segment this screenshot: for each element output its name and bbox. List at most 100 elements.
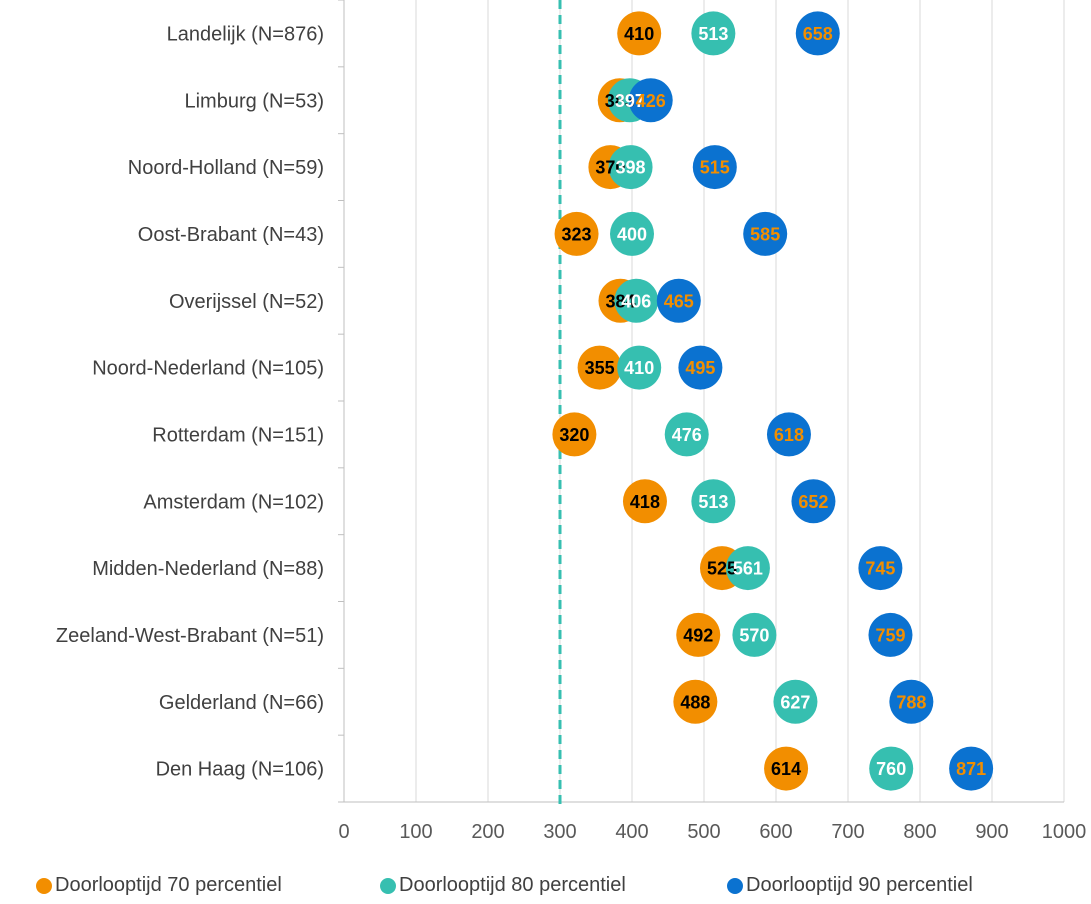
legend-item: Doorlooptijd 90 percentiel bbox=[727, 874, 973, 897]
x-tick-label: 500 bbox=[687, 821, 720, 843]
data-label-series-2: 561 bbox=[733, 559, 763, 579]
data-label-series-2: 400 bbox=[617, 224, 647, 244]
x-tick-label: 0 bbox=[338, 821, 349, 843]
legend-label: Doorlooptijd 70 percentiel bbox=[55, 874, 282, 896]
bubble-series-3 bbox=[868, 612, 913, 657]
data-label-series-2: 398 bbox=[616, 158, 646, 178]
bubble-series-2 bbox=[869, 746, 914, 791]
bubble-series-2 bbox=[610, 211, 654, 256]
data-label-series-1: 525 bbox=[707, 559, 737, 579]
bubble-series-1 bbox=[673, 679, 718, 724]
data-label-series-3: 515 bbox=[700, 158, 730, 178]
data-label-series-3: 618 bbox=[774, 425, 804, 445]
bubble-series-2 bbox=[664, 412, 709, 457]
data-label-series-3: 658 bbox=[803, 24, 833, 44]
bubble-series-2 bbox=[773, 679, 818, 724]
x-tick-label: 1000 bbox=[1042, 821, 1087, 843]
data-label-series-1: 410 bbox=[624, 24, 654, 44]
data-label-series-1: 320 bbox=[559, 425, 589, 445]
data-label-series-1: 383 bbox=[605, 91, 635, 111]
bubble-series-2 bbox=[725, 546, 770, 591]
gridlines bbox=[415, 0, 1065, 802]
bubble-series-3 bbox=[858, 546, 903, 591]
data-label-series-1: 418 bbox=[630, 492, 660, 512]
data-label-series-3: 465 bbox=[664, 291, 694, 311]
category-label: Oost-Brabant (N=43) bbox=[138, 224, 324, 246]
legend-marker bbox=[36, 877, 52, 894]
legend-item: Doorlooptijd 70 percentiel bbox=[36, 874, 282, 897]
x-tick-label: 700 bbox=[831, 821, 864, 843]
bubbles: 410 383 370 323 384 355 320 418 525 492 488 614 513 3… bbox=[552, 11, 994, 791]
data-label-series-2: 513 bbox=[698, 24, 728, 44]
bubble-series-3 bbox=[766, 412, 811, 457]
bubble-series-1 bbox=[676, 612, 721, 657]
category-label: Den Haag (N=106) bbox=[156, 759, 324, 781]
data-label-series-3: 426 bbox=[636, 91, 666, 111]
category-label: Rotterdam (N=151) bbox=[152, 424, 324, 446]
data-label-series-1: 355 bbox=[585, 358, 615, 378]
bubble-series-2 bbox=[732, 612, 777, 657]
category-label: Landelijk (N=876) bbox=[167, 23, 324, 45]
data-label-series-1: 488 bbox=[680, 692, 710, 712]
data-label-series-3: 495 bbox=[685, 358, 715, 378]
category-label: Noord-Holland (N=59) bbox=[128, 157, 324, 179]
bubble-series-3 bbox=[678, 345, 723, 390]
bubble-chart: 0 100 200 300 400 500 600 700 800 900 1000 Landeli… bbox=[56, 0, 1086, 843]
legend-item: Doorlooptijd 80 percentiel bbox=[380, 874, 626, 897]
data-label-series-1: 614 bbox=[771, 759, 801, 779]
legend-label: Doorlooptijd 80 percentiel bbox=[399, 874, 626, 896]
x-tick-label: 600 bbox=[759, 821, 792, 843]
data-label-series-3: 652 bbox=[798, 492, 828, 512]
bubble-series-3 bbox=[795, 11, 840, 56]
bubble-series-2 bbox=[614, 278, 659, 323]
x-tick-label: 200 bbox=[471, 821, 504, 843]
data-label-series-1: 492 bbox=[683, 625, 713, 645]
data-label-series-2: 476 bbox=[672, 425, 702, 445]
legend: Doorlooptijd 70 percentiel Doorlooptijd 8… bbox=[0, 874, 1091, 904]
bubble-series-1 bbox=[764, 746, 809, 791]
bubble-series-1 bbox=[622, 479, 667, 524]
category-label: Overijssel (N=52) bbox=[169, 291, 324, 313]
data-label-series-2: 397 bbox=[615, 91, 645, 111]
category-label: Midden-Nederland (N=88) bbox=[92, 558, 324, 580]
bubble-series-3 bbox=[791, 479, 836, 524]
data-label-series-3: 871 bbox=[956, 759, 986, 779]
data-label-series-1: 384 bbox=[605, 291, 635, 311]
x-tick-labels: 0 100 200 300 400 500 600 700 800 900 1000 bbox=[338, 821, 1086, 843]
bubble-series-1 bbox=[617, 11, 662, 56]
category-labels: Landelijk (N=876) Limburg (N=53) Noord-Hol… bbox=[56, 23, 324, 780]
category-label: Noord-Nederland (N=105) bbox=[92, 358, 324, 380]
bubble-series-1 bbox=[552, 412, 597, 457]
data-label-series-2: 410 bbox=[624, 358, 654, 378]
data-label-series-3: 788 bbox=[896, 692, 926, 712]
x-tick-label: 100 bbox=[399, 821, 432, 843]
category-label: Gelderland (N=66) bbox=[159, 692, 324, 714]
x-tick-label: 300 bbox=[543, 821, 576, 843]
x-tick-label: 900 bbox=[975, 821, 1008, 843]
data-label-series-2: 406 bbox=[621, 291, 651, 311]
data-label-series-2: 570 bbox=[739, 625, 769, 645]
bubble-series-1 bbox=[554, 211, 599, 256]
bubble-series-2 bbox=[608, 145, 653, 190]
bubble-series-2 bbox=[691, 479, 736, 524]
data-label-series-1: 323 bbox=[562, 224, 592, 244]
legend-marker bbox=[727, 877, 743, 894]
category-label: Zeeland-West-Brabant (N=51) bbox=[56, 625, 324, 647]
bubble-series-2 bbox=[691, 11, 736, 56]
data-label-series-2: 760 bbox=[876, 759, 906, 779]
x-tick-label: 400 bbox=[615, 821, 648, 843]
legend-label: Doorlooptijd 90 percentiel bbox=[746, 874, 973, 896]
bubble-series-3 bbox=[656, 278, 701, 323]
category-label: Amsterdam (N=102) bbox=[143, 491, 324, 513]
bubble-series-3 bbox=[743, 211, 788, 256]
data-label-series-3: 745 bbox=[865, 559, 895, 579]
data-label-series-3: 759 bbox=[875, 625, 905, 645]
legend-marker bbox=[380, 877, 396, 894]
bubble-series-3 bbox=[628, 78, 673, 123]
axes bbox=[338, 0, 1064, 803]
bubble-series-3 bbox=[949, 746, 994, 791]
bubble-series-3 bbox=[889, 679, 934, 724]
bubble-series-2 bbox=[617, 345, 662, 390]
data-label-series-1: 370 bbox=[595, 158, 625, 178]
bubble-series-3 bbox=[692, 145, 737, 190]
